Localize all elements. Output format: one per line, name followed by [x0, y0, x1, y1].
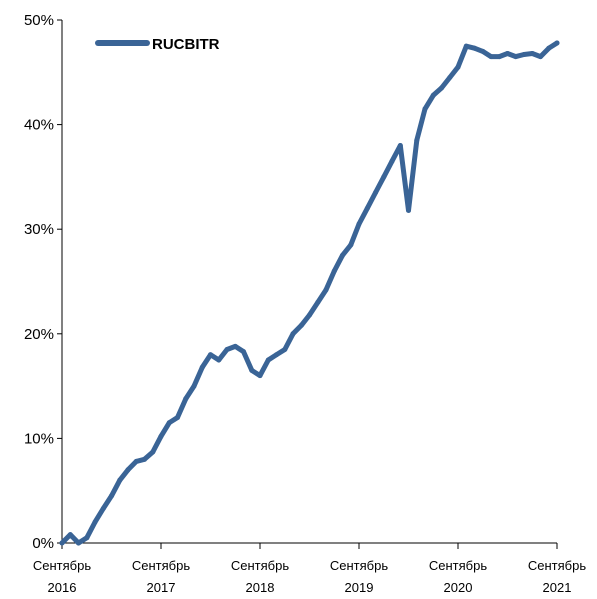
data-point — [430, 92, 436, 98]
data-point — [340, 252, 345, 258]
data-point — [183, 396, 189, 402]
data-point — [315, 299, 321, 305]
x-tick-label-year: 2019 — [345, 580, 374, 595]
data-point — [439, 85, 444, 91]
x-tick-label-month: Сентябрь — [132, 558, 190, 573]
x-tick-label-year: 2017 — [147, 580, 176, 595]
data-point — [488, 54, 494, 60]
series-layer — [59, 40, 560, 546]
data-point — [282, 347, 288, 352]
data-point — [406, 207, 411, 213]
x-tick-label-month: Сентябрь — [33, 558, 91, 573]
x-axis: Сентябрь 2016 Сентябрь 2017 Сентябрь 2018 Сент… — [33, 542, 586, 595]
data-point — [397, 143, 403, 148]
data-point — [373, 190, 378, 196]
data-point — [92, 519, 98, 525]
y-tick-label: 20% — [24, 326, 54, 343]
data-point — [84, 535, 90, 541]
data-point — [554, 40, 560, 46]
data-point — [356, 221, 362, 227]
data-point — [67, 532, 73, 538]
data-point — [265, 357, 271, 363]
data-point — [538, 54, 543, 60]
data-point — [208, 352, 213, 358]
data-point — [158, 433, 164, 439]
data-point — [472, 45, 477, 51]
data-point — [59, 540, 65, 546]
data-point — [463, 43, 469, 49]
data-point — [76, 540, 81, 546]
data-point — [142, 456, 147, 462]
legend: RUCBITR — [95, 36, 220, 53]
data-point — [100, 506, 106, 511]
data-point — [150, 449, 156, 455]
data-point — [381, 174, 387, 180]
data-point — [249, 367, 255, 373]
x-tick-label-month: Сентябрь — [330, 558, 388, 573]
data-point — [133, 458, 139, 464]
y-tick-label: 10% — [24, 430, 54, 447]
data-point — [323, 287, 329, 293]
data-point — [166, 420, 172, 426]
data-point — [224, 347, 230, 352]
x-tick-label-year: 2021 — [543, 580, 572, 595]
data-point — [389, 158, 395, 164]
data-point — [290, 331, 296, 337]
data-point — [521, 52, 527, 57]
data-point — [274, 352, 279, 358]
x-tick-label-month: Сентябрь — [231, 558, 289, 573]
data-point — [447, 75, 453, 80]
data-point — [348, 242, 354, 248]
data-point — [422, 106, 428, 112]
data-point — [513, 54, 519, 60]
data-point — [232, 343, 238, 349]
data-point — [117, 477, 123, 483]
data-point — [175, 415, 180, 420]
x-tick-label-month: Сентябрь — [429, 558, 487, 573]
data-point — [125, 467, 131, 473]
y-tick-label: 30% — [24, 221, 54, 238]
legend-label-rucbitr: RUCBITR — [152, 36, 220, 53]
y-tick-label: 50% — [24, 12, 54, 29]
y-axis: 0% 10% 20% 30% 40% 50% — [24, 12, 63, 552]
data-point — [496, 54, 502, 60]
data-point — [529, 51, 535, 56]
x-tick-label-year: 2020 — [444, 580, 473, 595]
data-point — [331, 268, 337, 274]
data-point — [307, 312, 312, 318]
data-point — [109, 493, 114, 499]
data-point — [298, 322, 304, 328]
data-point — [191, 383, 197, 389]
x-tick-label-year: 2018 — [246, 580, 275, 595]
x-tick-label-year: 2016 — [48, 580, 77, 595]
data-point — [257, 373, 263, 379]
y-tick-label: 40% — [24, 117, 54, 134]
data-point — [241, 349, 246, 355]
y-tick-label: 0% — [32, 535, 54, 552]
data-point — [216, 357, 222, 363]
data-point — [546, 45, 552, 51]
data-point — [414, 137, 420, 143]
x-tick-label-month: Сентябрь — [528, 558, 586, 573]
data-point — [505, 51, 510, 56]
data-point — [455, 64, 461, 70]
data-point — [480, 48, 486, 54]
data-point — [199, 364, 205, 370]
series-line-rucbitr — [59, 40, 560, 546]
data-point — [364, 205, 370, 211]
